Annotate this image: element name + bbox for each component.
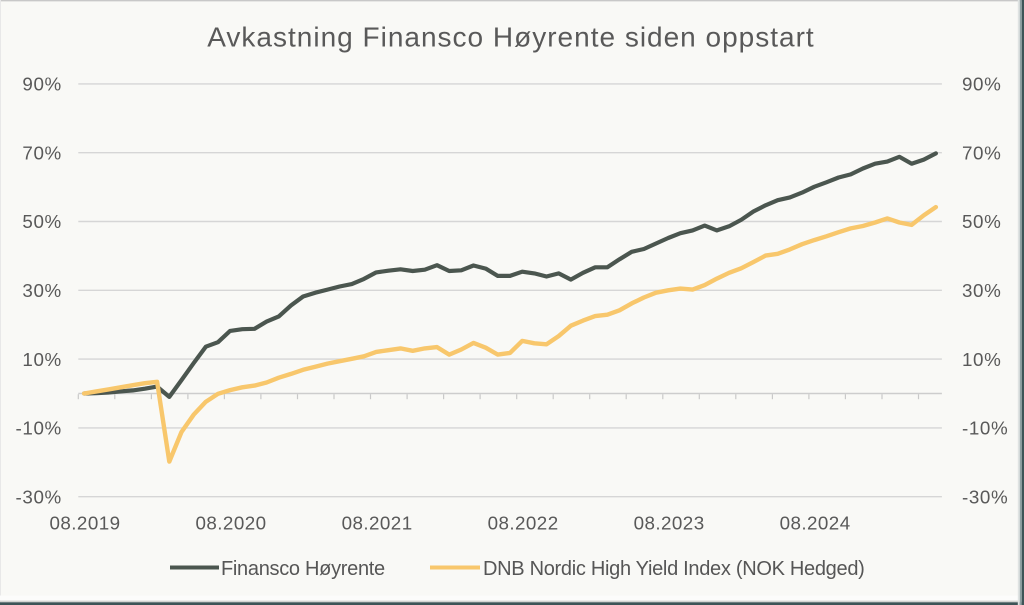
svg-text:70%: 70% xyxy=(962,142,1001,163)
svg-text:Finansco Høyrente: Finansco Høyrente xyxy=(221,558,385,580)
svg-text:08.2024: 08.2024 xyxy=(780,513,851,534)
svg-text:Avkastning Finansco Høyrente s: Avkastning Finansco Høyrente siden oppst… xyxy=(207,22,814,53)
svg-text:10%: 10% xyxy=(962,349,1001,370)
svg-text:08.2022: 08.2022 xyxy=(488,513,559,534)
svg-text:08.2023: 08.2023 xyxy=(634,513,705,534)
svg-text:70%: 70% xyxy=(22,142,61,163)
svg-text:08.2021: 08.2021 xyxy=(342,513,413,534)
svg-text:10%: 10% xyxy=(22,349,61,370)
svg-text:-30%: -30% xyxy=(962,486,1008,507)
svg-text:-30%: -30% xyxy=(16,486,62,507)
svg-text:08.2020: 08.2020 xyxy=(195,513,266,534)
svg-text:-10%: -10% xyxy=(16,418,62,439)
svg-text:-10%: -10% xyxy=(962,418,1008,439)
svg-text:50%: 50% xyxy=(22,211,61,232)
svg-text:30%: 30% xyxy=(962,280,1001,301)
svg-text:08.2019: 08.2019 xyxy=(49,513,120,534)
svg-text:90%: 90% xyxy=(962,74,1001,95)
svg-text:90%: 90% xyxy=(22,74,61,95)
svg-text:30%: 30% xyxy=(22,280,61,301)
svg-text:DNB Nordic High Yield Index (N: DNB Nordic High Yield Index (NOK Hedged) xyxy=(483,558,865,580)
svg-text:50%: 50% xyxy=(962,211,1001,232)
